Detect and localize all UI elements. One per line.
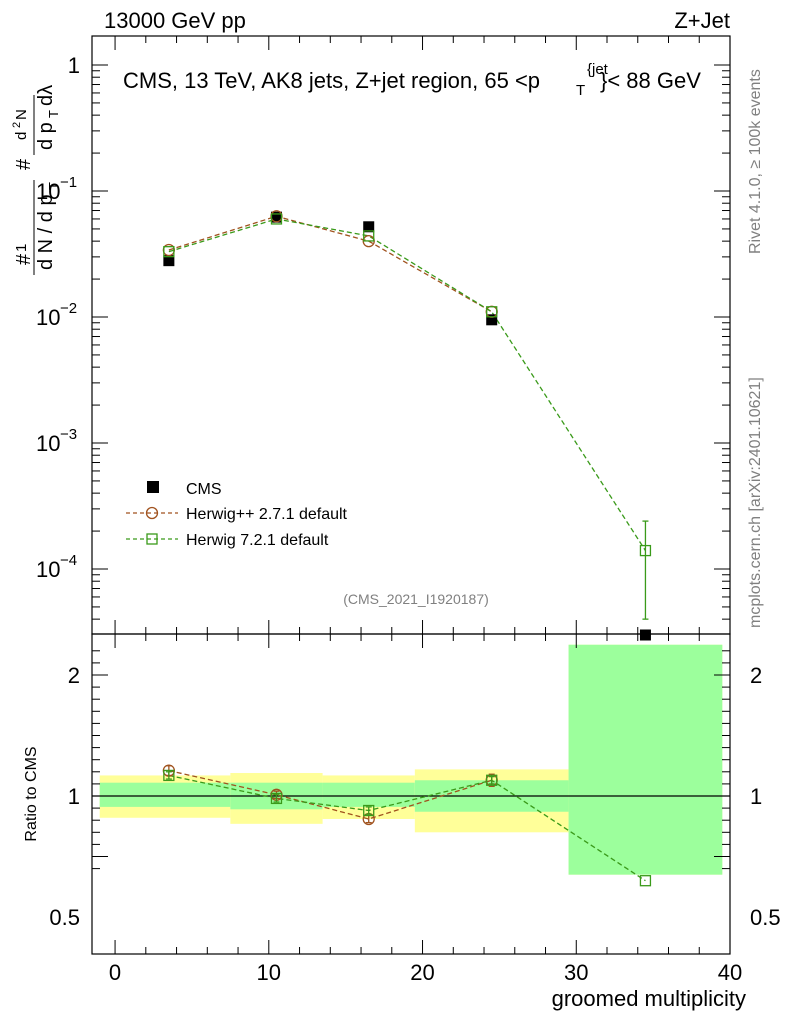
ratio-y-tick-2-left: 2 xyxy=(68,663,80,688)
x-tick-label: 20 xyxy=(410,960,434,985)
svg-text:#: # xyxy=(13,158,35,170)
cms-point xyxy=(639,629,651,641)
x-axis-label: groomed multiplicity xyxy=(552,986,746,1011)
ratio-series-group xyxy=(162,764,652,887)
y-tick-label-1e-2: 10 −2 xyxy=(36,300,77,330)
legend-label-herwigpp: Herwig++ 2.7.1 default xyxy=(186,506,348,523)
y-tick-label-1e-3: 10 −3 xyxy=(36,426,77,456)
svg-text:CMS, 13 TeV, AK8 jets, Z+jet r: CMS, 13 TeV, AK8 jets, Z+jet region, 65 … xyxy=(123,68,540,93)
x-tick-label: 0 xyxy=(109,960,121,985)
ratio-y-tick-2-right: 2 xyxy=(750,663,762,688)
legend-label-herwig7: Herwig 7.2.1 default xyxy=(186,532,329,549)
svg-text:d p: d p xyxy=(35,122,57,150)
legend: CMS Herwig++ 2.7.1 default Herwig 7.2.1 … xyxy=(126,481,348,549)
x-tick-label: 10 xyxy=(257,960,281,985)
ratio-y-tick-1-right: 1 xyxy=(750,784,762,809)
header-right: Z+Jet xyxy=(674,8,730,33)
rivet-version-label: Rivet 4.1.0, ≥ 100k events xyxy=(747,69,764,254)
cms-point xyxy=(486,314,498,326)
ratio-band-inner xyxy=(568,644,723,875)
analysis-id-label: (CMS_2021_I1920187) xyxy=(343,591,489,607)
herwig7-point xyxy=(639,544,652,557)
legend-marker-herwigpp xyxy=(145,506,159,520)
svg-text:10: 10 xyxy=(36,305,60,330)
herwig7-ratio-point xyxy=(639,875,652,887)
svg-text:T: T xyxy=(46,110,61,118)
x-tick-labels: 0 10 20 30 40 xyxy=(109,960,742,985)
ratio-panel-frame xyxy=(91,633,731,955)
mcplots-reference-label: mcplots.cern.ch [arXiv:2401.10621] xyxy=(747,377,764,628)
svg-text:T: T xyxy=(576,82,585,99)
legend-marker-cms xyxy=(147,481,159,493)
svg-text:{jet: {jet xyxy=(587,61,609,78)
cms-point xyxy=(270,211,282,223)
ratio-band-inner xyxy=(99,782,231,807)
svg-text:1: 1 xyxy=(13,244,30,252)
svg-text:T: T xyxy=(46,182,61,190)
herwig7-line xyxy=(168,218,646,551)
main-axis-ticks xyxy=(92,36,731,634)
svg-text:}< 88 GeV: }< 88 GeV xyxy=(600,68,701,93)
x-tick-label: 30 xyxy=(564,960,588,985)
svg-text:d: d xyxy=(13,132,30,140)
ratio-band-inner xyxy=(322,782,415,807)
herwig7-ratio-point xyxy=(270,792,283,805)
y-tick-label-1: 1 xyxy=(68,53,80,78)
svg-text:10: 10 xyxy=(36,431,60,456)
svg-text:2: 2 xyxy=(11,122,23,128)
ratio-y-tick-0.5-right: 0.5 xyxy=(750,905,781,930)
svg-text:d N / d p: d N / d p xyxy=(35,194,57,270)
herwig7-point xyxy=(486,306,498,318)
header-left: 13000 GeV pp xyxy=(104,8,246,33)
svg-text:10: 10 xyxy=(36,557,60,582)
legend-marker-herwig7 xyxy=(146,533,158,545)
svg-text:−4: −4 xyxy=(60,552,77,569)
main-series-group xyxy=(162,210,652,620)
svg-text:dλ: dλ xyxy=(35,85,57,106)
herwig7-point xyxy=(270,213,283,225)
legend-label-cms: CMS xyxy=(186,481,222,498)
herwig7-ratio-point xyxy=(486,774,498,786)
main-y-axis-label: # 1 d N / d p T # d 2 N d p T dλ xyxy=(11,85,61,275)
ratio-uncertainty-bands xyxy=(99,644,723,875)
plot-title: CMS, 13 TeV, AK8 jets, Z+jet region, 65 … xyxy=(123,61,701,99)
herwig7-ratio-point xyxy=(363,804,375,817)
main-series-overflow xyxy=(639,629,651,641)
ratio-y-axis-label: Ratio to CMS xyxy=(23,746,40,841)
y-tick-label-1e-4: 10 −4 xyxy=(36,552,77,582)
herwig7-ratio-point xyxy=(163,769,175,782)
ratio-y-tick-0.5-left: 0.5 xyxy=(49,905,80,930)
ratio-axis-ticks xyxy=(92,634,731,954)
y-tick-label-1e-1: 10 −1 xyxy=(36,174,77,204)
svg-text:10: 10 xyxy=(36,179,60,204)
herwig7-point xyxy=(363,230,375,242)
cms-point xyxy=(363,221,375,233)
herwigpp-line xyxy=(168,215,493,313)
ratio-y-tick-1-left: 1 xyxy=(68,784,80,809)
x-tick-label: 40 xyxy=(718,960,742,985)
svg-text:−2: −2 xyxy=(60,300,77,317)
svg-text:#: # xyxy=(13,253,35,265)
cms-point xyxy=(163,255,175,267)
svg-text:N: N xyxy=(13,109,30,120)
svg-text:−3: −3 xyxy=(60,426,77,443)
herwig7-point xyxy=(163,246,175,258)
svg-text:−1: −1 xyxy=(60,174,77,191)
